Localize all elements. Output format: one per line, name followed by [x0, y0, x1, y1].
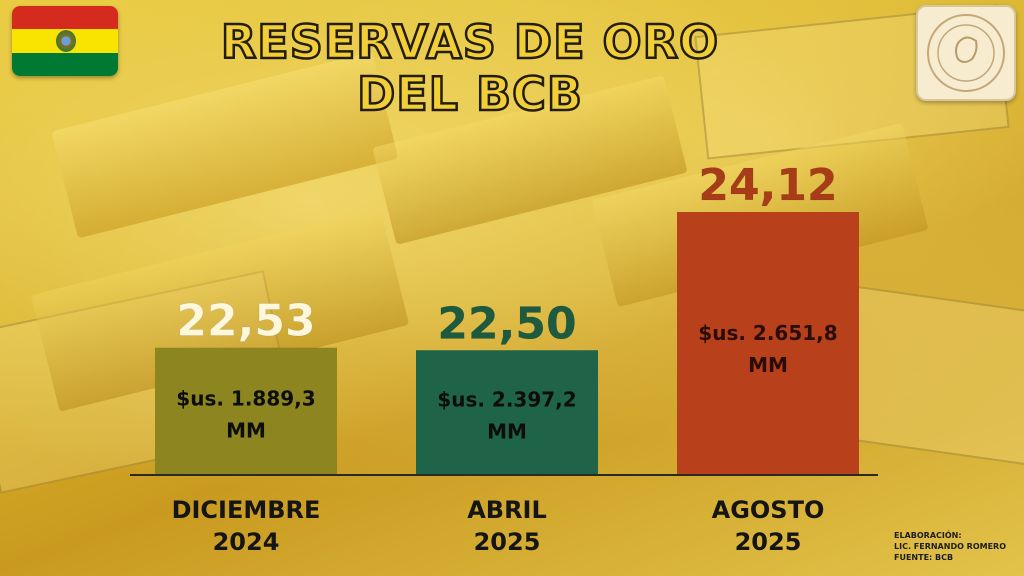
chart-title: RESERVAS DE ORO DEL BCB: [150, 15, 790, 122]
x-tick-label: 2025: [474, 528, 541, 556]
x-tick-label: 2025: [735, 528, 802, 556]
flag-stripe-green: [12, 52, 118, 76]
title-line-2: DEL BCB: [356, 67, 583, 122]
x-tick-label: ABRIL: [467, 496, 547, 524]
x-tick-label: AGOSTO: [712, 496, 825, 524]
inner-label: MM: [748, 353, 788, 377]
bar: [416, 350, 598, 474]
credits-line: ELABORACIÓN:: [894, 531, 962, 540]
inner-label: MM: [487, 420, 527, 444]
x-tick-label: 2024: [213, 528, 280, 556]
data-label: 22,50: [437, 298, 576, 349]
bar: [677, 212, 859, 474]
title-line-1: RESERVAS DE ORO: [220, 15, 720, 70]
data-label: 24,12: [698, 160, 837, 211]
bcb-logo: [916, 5, 1016, 101]
coat-of-arms-icon: [56, 30, 76, 52]
inner-label: $us. 2.397,2: [437, 388, 576, 412]
inner-label: $us. 2.651,8: [698, 321, 837, 345]
flag-stripe-red: [12, 6, 118, 30]
bcb-seal-icon: [927, 14, 1005, 92]
credits-block: ELABORACIÓN: LIC. FERNANDO ROMERO FUENTE…: [894, 530, 1006, 563]
bolivia-flag-icon: [12, 6, 118, 76]
x-tick-label: DICIEMBRE: [172, 496, 321, 524]
inner-label: MM: [226, 418, 266, 442]
bar: [155, 347, 337, 474]
credits-line: FUENTE: BCB: [894, 553, 954, 562]
inner-label: $us. 1.889,3: [176, 386, 315, 410]
data-label: 22,53: [176, 296, 315, 347]
credits-line: LIC. FERNANDO ROMERO: [894, 542, 1007, 551]
